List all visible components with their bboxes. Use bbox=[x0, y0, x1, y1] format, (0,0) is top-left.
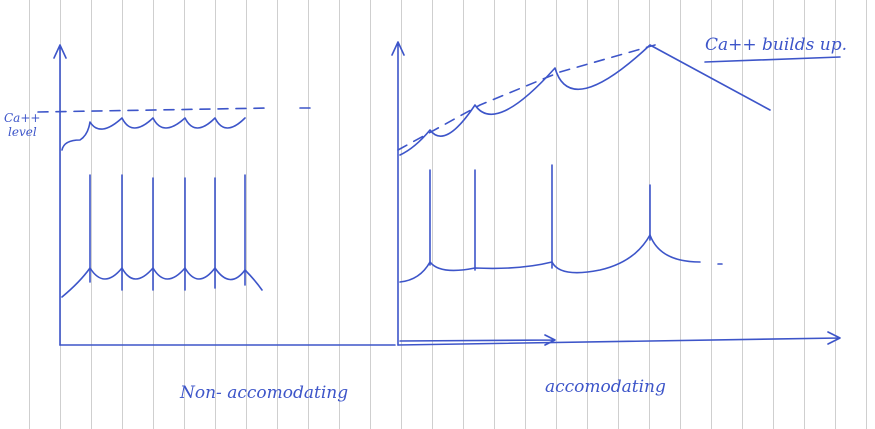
right-upper-wave bbox=[399, 44, 771, 156]
right-caption: accomodating bbox=[545, 377, 666, 397]
left-upper-wave bbox=[61, 117, 246, 151]
left-threshold bbox=[37, 107, 316, 113]
right-y-axis bbox=[391, 41, 405, 346]
left-y-axis bbox=[53, 44, 67, 346]
left-lower-wave bbox=[61, 267, 263, 298]
right-x-axis bbox=[397, 331, 841, 346]
left-caption: Non- accomodating bbox=[179, 383, 348, 403]
y-label-line1: Ca++ bbox=[4, 111, 40, 125]
right-spikes bbox=[429, 164, 651, 271]
time-arrow bbox=[399, 334, 556, 346]
left-spikes bbox=[89, 174, 246, 291]
builds-up-note: Ca++ builds up. bbox=[705, 35, 847, 55]
right-trend bbox=[397, 44, 656, 151]
y-label-line2: level bbox=[8, 125, 37, 139]
right-lower-wave bbox=[399, 234, 723, 283]
note-underline bbox=[704, 56, 841, 63]
